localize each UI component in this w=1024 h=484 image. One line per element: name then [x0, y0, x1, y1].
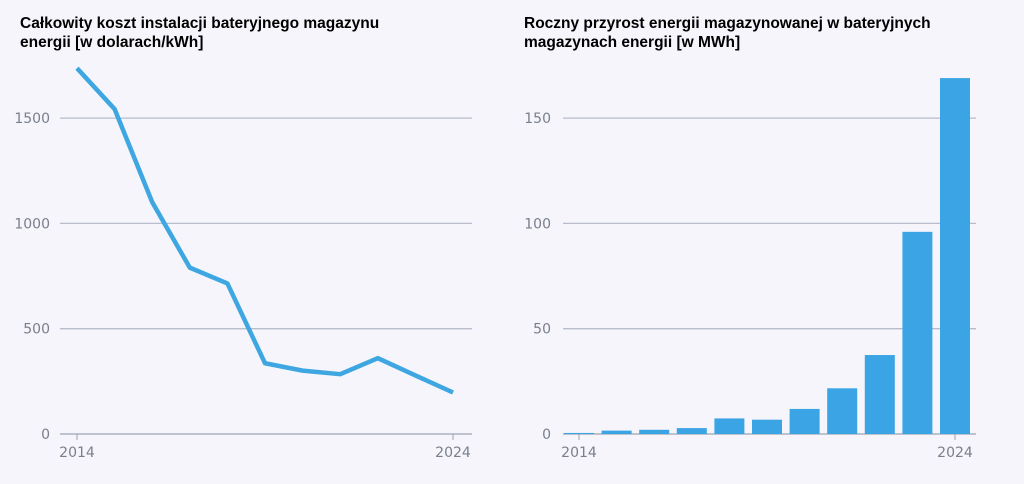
- bar-2022: [864, 355, 895, 434]
- x-tick-label: 2014: [59, 445, 95, 461]
- y-tick-label: 100: [524, 216, 551, 232]
- x-tick-label: 2024: [435, 445, 471, 461]
- bar-2018: [714, 418, 745, 434]
- y-tick-label: 1500: [14, 111, 50, 127]
- right-chart-title: Roczny przyrost energii magazynowanej w …: [524, 15, 931, 51]
- bar-2021: [827, 388, 858, 434]
- x-tick-label: 2024: [937, 445, 973, 461]
- y-tick-label: 50: [533, 322, 551, 338]
- y-tick-label: 1000: [14, 216, 50, 232]
- bar-2024: [940, 78, 970, 434]
- x-tick-label: 2014: [561, 445, 597, 461]
- cost-line: [75, 66, 454, 395]
- y-tick-label: 500: [23, 322, 50, 338]
- bar-2016: [639, 429, 670, 434]
- bar-2015: [601, 430, 632, 434]
- bar-2020: [789, 408, 820, 434]
- bar-2023: [902, 231, 933, 434]
- left-chart-title: Całkowity koszt instalacji bateryjnego m…: [20, 15, 380, 51]
- bar-2019: [752, 419, 782, 434]
- y-tick-label: 150: [524, 111, 551, 127]
- y-tick-label: 0: [542, 427, 551, 443]
- y-tick-label: 0: [41, 427, 50, 443]
- bar-2014: [564, 432, 594, 434]
- bar-2017: [676, 428, 707, 434]
